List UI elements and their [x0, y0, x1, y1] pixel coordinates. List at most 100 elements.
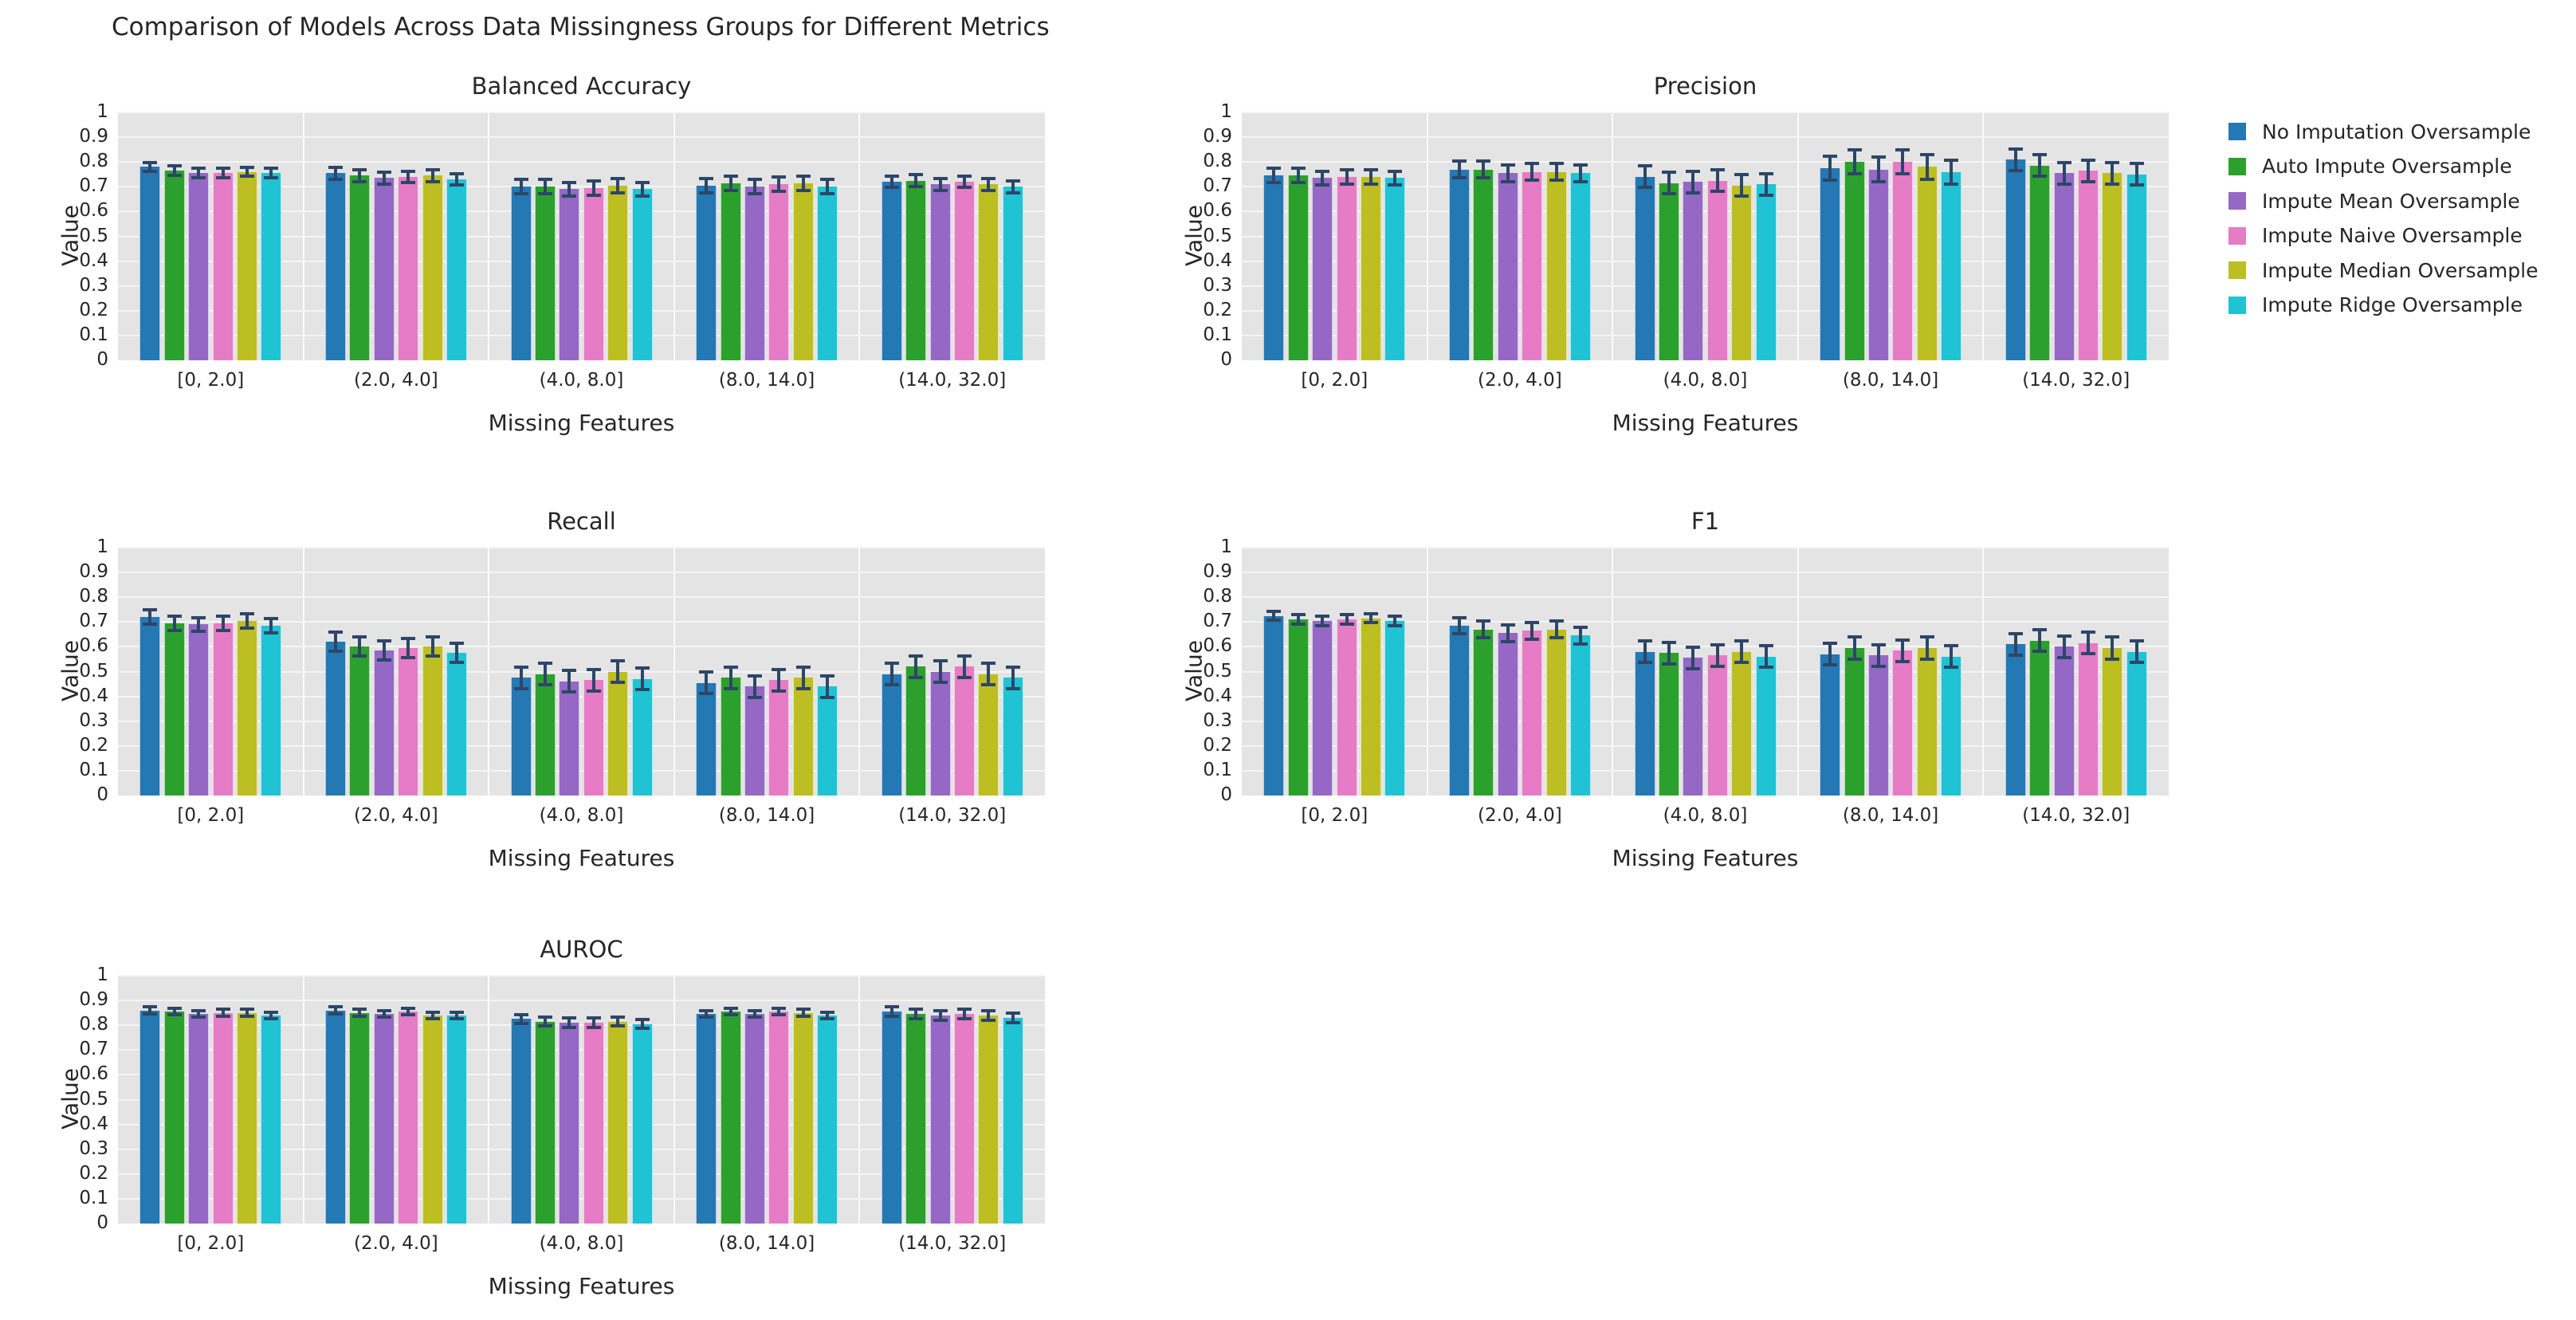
error-bar	[705, 1008, 709, 1019]
horizontal-gridline	[1242, 285, 2169, 287]
y-tick-label: 0.5	[1203, 660, 1232, 682]
error-bar-cap	[884, 662, 899, 666]
y-tick-label: 0.4	[79, 1113, 108, 1134]
error-bar-cap	[191, 1016, 206, 1019]
bar	[1002, 1017, 1023, 1224]
error-bar	[1667, 171, 1671, 196]
error-bar	[1578, 163, 1582, 183]
bar	[446, 1015, 467, 1224]
error-bar	[358, 167, 362, 183]
y-tick-label: 0.6	[79, 635, 108, 657]
error-bar-cap	[513, 665, 528, 669]
error-bar-cap	[1847, 657, 1862, 661]
error-bar-cap	[747, 695, 762, 699]
error-bar-cap	[401, 169, 416, 173]
bar	[720, 1012, 741, 1224]
horizontal-gridline	[118, 744, 1045, 747]
error-bar	[454, 1010, 458, 1020]
y-tick-label: 0.7	[79, 611, 108, 632]
error-bar-cap	[634, 1027, 650, 1031]
bar	[583, 187, 604, 360]
horizontal-gridline	[118, 1148, 1045, 1150]
error-bar-cap	[537, 1024, 552, 1028]
bar	[1522, 631, 1543, 796]
error-bar-cap	[772, 190, 787, 194]
bar	[1522, 171, 1543, 360]
error-bar-cap	[513, 192, 528, 196]
bar	[1941, 656, 1962, 796]
plot-area	[118, 547, 1045, 796]
bar	[1569, 635, 1591, 796]
error-bar-cap	[1005, 686, 1020, 690]
error-bar-cap	[2080, 652, 2095, 656]
legend-label: Impute Median Oversample	[2262, 258, 2539, 282]
bar	[1569, 173, 1591, 360]
horizontal-gridline	[1242, 695, 2169, 697]
x-axis-label: Missing Features	[1612, 845, 1799, 871]
y-tick-label: 0.2	[79, 299, 108, 320]
bar	[1867, 655, 1889, 796]
error-bar-cap	[2105, 635, 2120, 639]
error-bar-cap	[933, 176, 948, 180]
error-bar-cap	[401, 655, 416, 659]
error-bar	[938, 658, 942, 685]
error-bar-cap	[2008, 653, 2023, 657]
error-bar-cap	[352, 1008, 367, 1012]
error-bar	[1691, 169, 1695, 194]
vertical-gridline	[858, 548, 861, 796]
bar	[881, 674, 902, 796]
error-bar	[269, 167, 273, 179]
error-bar-cap	[933, 658, 948, 662]
error-bar-cap	[167, 614, 182, 618]
error-bar-cap	[723, 665, 738, 669]
horizontal-gridline	[1242, 670, 2169, 673]
error-bar-cap	[328, 177, 343, 181]
error-bar-cap	[747, 1008, 762, 1012]
error-bar-cap	[239, 611, 254, 615]
y-axis-label: Value	[57, 204, 84, 266]
error-bar-cap	[1525, 637, 1540, 641]
horizontal-gridline	[118, 285, 1045, 287]
error-bar-cap	[723, 1013, 738, 1017]
error-bar-cap	[264, 617, 279, 621]
y-tick-label: 0.5	[79, 660, 108, 682]
bar	[607, 671, 629, 796]
error-bar	[987, 662, 991, 687]
error-bar	[197, 615, 201, 634]
bar	[1844, 647, 1865, 796]
error-bar	[938, 1008, 942, 1022]
error-bar-cap	[513, 1012, 528, 1016]
error-bar-cap	[1005, 1020, 1020, 1024]
bar	[744, 1014, 765, 1224]
error-bar-cap	[2008, 168, 2023, 172]
error-bar	[1368, 167, 1372, 186]
y-tick-label: 0.7	[79, 1039, 108, 1060]
error-bar	[543, 178, 547, 196]
bar	[1706, 180, 1728, 360]
error-bar-cap	[1637, 639, 1652, 643]
bar	[559, 189, 580, 360]
bar	[1658, 653, 1679, 796]
error-bar-cap	[611, 681, 626, 685]
y-axis-label: Value	[1180, 639, 1208, 701]
plot-area	[118, 975, 1045, 1224]
error-bar-cap	[2056, 655, 2071, 659]
error-bar	[2086, 631, 2090, 656]
x-tick-label: (4.0, 8.0]	[539, 1233, 624, 1254]
bar	[212, 173, 234, 360]
bar	[583, 680, 604, 796]
bar	[2029, 165, 2051, 360]
bar	[1731, 185, 1753, 360]
bar	[139, 1010, 161, 1224]
error-bar-cap	[1637, 186, 1652, 190]
error-bar	[889, 1005, 893, 1018]
legend-swatch	[2228, 123, 2246, 140]
bar	[163, 171, 185, 360]
error-bar	[1506, 163, 1510, 183]
error-bar-cap	[611, 658, 626, 662]
error-bar-cap	[425, 635, 440, 639]
error-bar-cap	[956, 1016, 972, 1020]
error-bar	[1457, 159, 1461, 179]
error-bar	[1643, 164, 1647, 190]
legend-label: Impute Ridge Oversample	[2262, 293, 2523, 316]
